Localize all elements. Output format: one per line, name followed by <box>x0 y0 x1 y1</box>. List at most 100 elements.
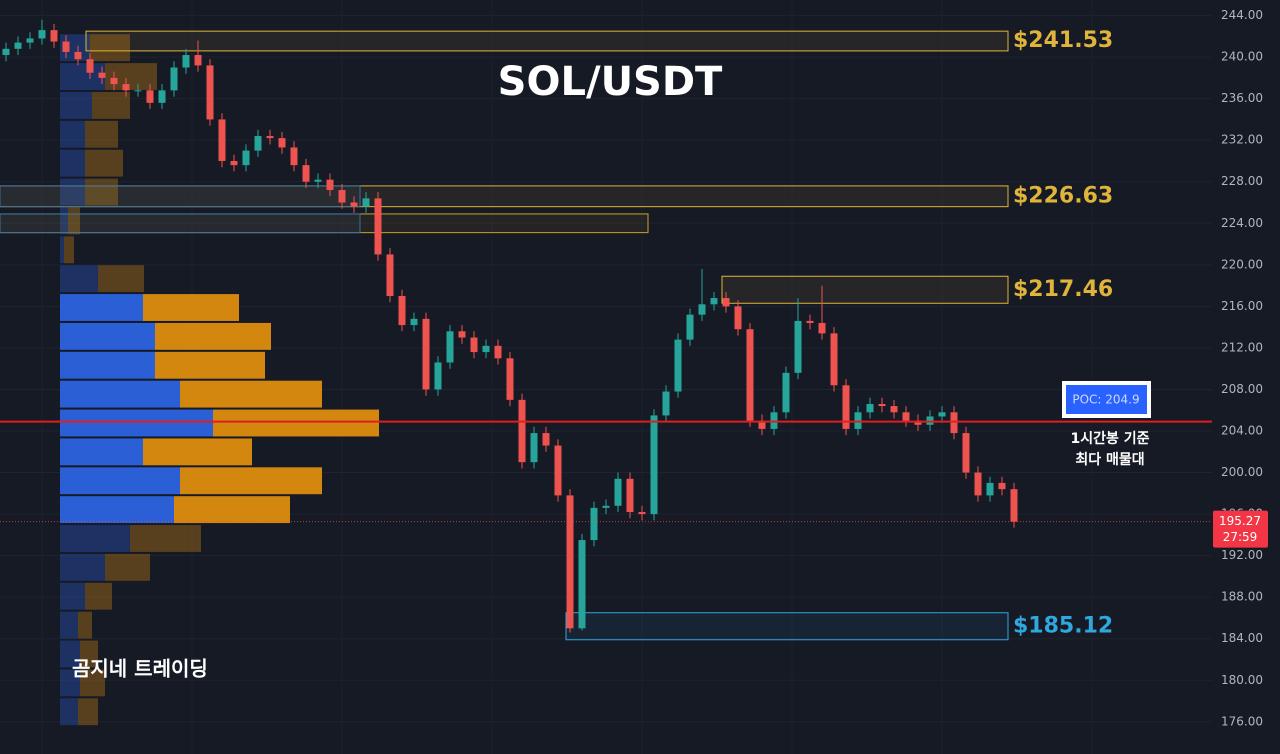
y-tick-label: 220.00 <box>1221 257 1263 271</box>
y-tick-label: 188.00 <box>1221 590 1263 604</box>
y-tick-label: 212.00 <box>1221 340 1263 354</box>
zone <box>85 30 1009 52</box>
candle-body <box>518 399 526 463</box>
volume-up <box>60 207 68 235</box>
volume-up <box>60 553 105 581</box>
zone-label: $217.46 <box>1013 277 1113 302</box>
volume-down <box>98 265 144 293</box>
y-tick-label: 204.00 <box>1221 424 1263 438</box>
volume-up <box>60 611 78 639</box>
zone-label: $226.63 <box>1013 183 1113 208</box>
volume-up <box>60 698 78 726</box>
candle-body <box>1010 489 1018 522</box>
volume-down <box>85 582 112 610</box>
candle-body <box>134 90 142 92</box>
volume-up <box>60 178 85 206</box>
zone <box>0 185 361 208</box>
candle-body <box>146 90 154 103</box>
volume-up <box>60 294 143 321</box>
candle-body <box>50 30 58 42</box>
candle-body <box>230 160 238 166</box>
candle-body <box>902 412 910 421</box>
candle-body <box>998 482 1006 490</box>
candle-body <box>194 55 202 66</box>
candle-body <box>482 345 490 353</box>
candle-body <box>938 412 946 417</box>
candle-body <box>26 38 34 43</box>
candle-body <box>590 507 598 541</box>
y-tick-label: 224.00 <box>1221 216 1263 230</box>
volume-down <box>174 496 290 524</box>
candle-body <box>314 179 322 182</box>
candle-body <box>974 472 982 496</box>
volume-up <box>60 380 180 408</box>
candle-body <box>842 385 850 429</box>
candle-body <box>218 119 226 161</box>
poc-note: 최다 매물대 <box>1075 452 1144 468</box>
candle-body <box>854 412 862 429</box>
candle-body <box>626 478 634 513</box>
candle-body <box>554 445 562 496</box>
candle-body <box>38 30 46 39</box>
volume-down <box>78 611 92 639</box>
candle-body <box>818 322 826 334</box>
volume-down <box>90 34 130 62</box>
candle-body <box>662 391 670 416</box>
candle-body <box>806 320 814 323</box>
volume-down <box>80 669 105 697</box>
candle-body <box>566 495 574 629</box>
volume-up <box>60 236 64 264</box>
candle-body <box>758 420 766 429</box>
volume-down <box>85 178 118 206</box>
candle-body <box>578 540 586 629</box>
candle-body <box>242 150 250 166</box>
zone <box>0 185 1009 208</box>
volume-down <box>92 91 130 119</box>
volume-up <box>60 351 155 379</box>
volume-down <box>180 380 322 408</box>
candle-body <box>674 339 682 392</box>
volume-down <box>155 351 265 379</box>
poc-note: 1시간봉 기준 <box>1070 430 1149 447</box>
volume-down <box>105 63 157 90</box>
volume-up <box>60 438 143 466</box>
candle-body <box>62 41 70 52</box>
candle-body <box>734 306 742 330</box>
candle-body <box>650 415 658 515</box>
candles <box>2 19 1018 633</box>
volume-down <box>180 467 322 495</box>
candle-body <box>830 333 838 386</box>
watermark: 곰지네 트레이딩 <box>72 657 208 681</box>
candle-body <box>926 416 934 425</box>
volume-down <box>143 438 252 466</box>
y-tick-label: 240.00 <box>1221 50 1263 64</box>
volume-up <box>60 120 85 148</box>
candle-body <box>290 147 298 166</box>
candle-body <box>2 48 10 56</box>
candle-body <box>530 433 538 463</box>
candle-body <box>434 362 442 390</box>
candle-body <box>506 358 514 400</box>
volume-up <box>60 582 85 610</box>
volume-up <box>60 669 80 697</box>
candle-body <box>602 505 610 508</box>
last-price-box <box>1213 510 1268 548</box>
candle-body <box>302 165 310 182</box>
candle-body <box>86 59 94 73</box>
volume-up <box>60 149 85 177</box>
y-tick-label: 200.00 <box>1221 465 1263 479</box>
candle-body <box>470 337 478 353</box>
countdown: 27:59 <box>1223 530 1258 544</box>
volume-down <box>143 294 239 321</box>
volume-up <box>60 322 155 350</box>
candle-body <box>326 179 334 191</box>
y-tick-label: 244.00 <box>1221 8 1263 22</box>
zone <box>0 213 361 234</box>
poc-label: POC: 204.9 <box>1072 393 1139 407</box>
candle-body <box>98 72 106 78</box>
candle-body <box>350 202 358 207</box>
candle-body <box>278 138 286 148</box>
candle-body <box>614 478 622 506</box>
volume-up <box>60 91 92 119</box>
volume-down <box>105 553 150 581</box>
